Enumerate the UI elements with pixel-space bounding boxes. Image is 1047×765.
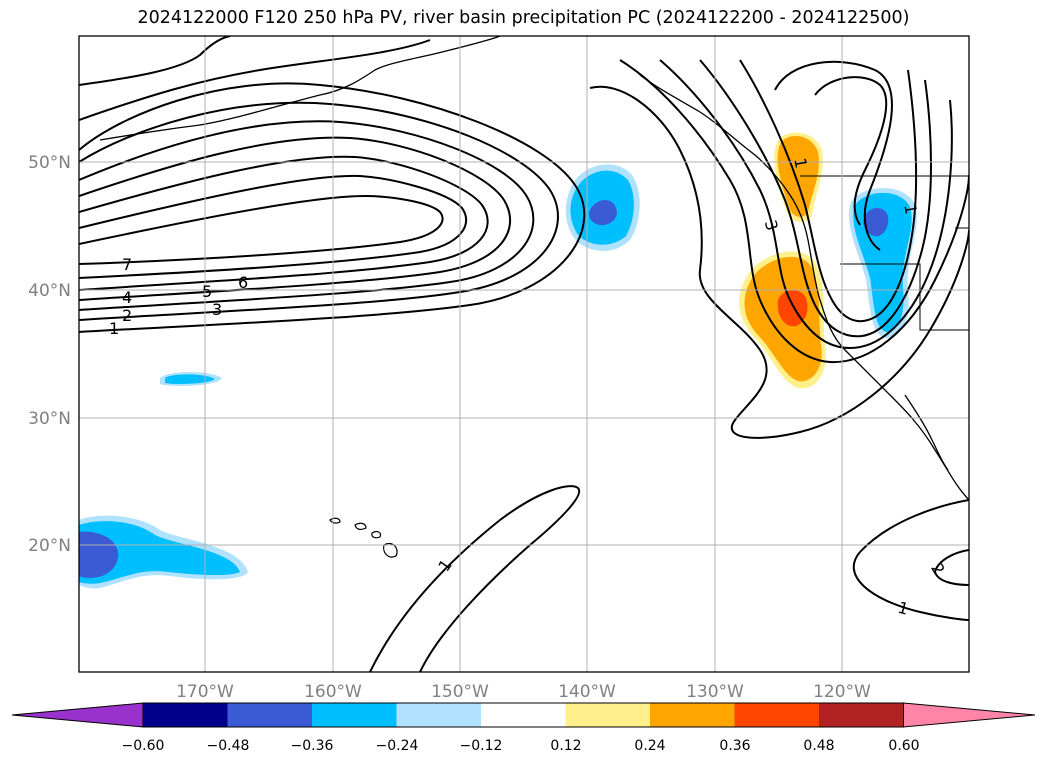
pv-contour-southeast-2: [933, 549, 969, 586]
pv-contour-northwest-2: [79, 36, 231, 86]
coastlines: [99, 36, 969, 501]
colorbar-swatch: [565, 703, 651, 727]
precip-negative-region-175w: [79, 515, 248, 589]
pv-contour-trough-b: [659, 59, 953, 350]
lat-label-30n: 30°N: [28, 409, 71, 429]
latitude-labels: 50°N 40°N 30°N 20°N: [28, 153, 71, 556]
colorbar-tick-label: −0.48: [207, 738, 250, 754]
pv-label-1-ridge-b: 1: [900, 202, 920, 215]
colorbar-swatch: [650, 703, 735, 727]
pv-contour-zonal-1: [79, 82, 586, 333]
colorbar-tick-label: −0.60: [122, 738, 165, 754]
precip-negative-region-140w: [565, 164, 640, 251]
alaska-panhandle-coast: [639, 74, 969, 501]
pv-contour-southeast-1: [852, 499, 969, 621]
colorbar-tick-label: 0.36: [719, 738, 750, 754]
pv-contours: [79, 36, 969, 672]
colorbar-extend-max: [903, 702, 1036, 728]
pv-contour-zonal-3: [79, 120, 535, 311]
longitude-labels: 170°W 160°W 150°W 140°W 130°W 120°W: [176, 682, 871, 702]
pv-label-3-trough: 3: [761, 218, 782, 233]
pv-contour-subtropical-1: [369, 485, 581, 672]
colorbar-extend-min: [11, 702, 144, 728]
lon-label-140w: 140°W: [558, 682, 616, 702]
pv-contour-zonal-5: [79, 155, 489, 291]
pv-contour-zonal-6: [79, 174, 468, 279]
colorbar-outline: [142, 702, 904, 728]
colorbar-tick-label: 0.24: [634, 738, 665, 754]
pv-label-1-ridge-a: 1: [790, 156, 810, 169]
pv-contour-labels: 7 6 5 4 3 2 1 1 1 3 2 1 1: [109, 156, 949, 618]
borders: [800, 175, 969, 331]
colorbar-swatch: [396, 703, 482, 727]
lon-label-150w: 150°W: [431, 682, 489, 702]
pv-label-7: 7: [122, 255, 132, 274]
map-title: 2024122000 F120 250 hPa PV, river basin …: [137, 8, 910, 28]
lon-label-130w: 130°W: [686, 682, 744, 702]
colorbar-tick-label: −0.12: [460, 738, 503, 754]
map-frame: [78, 35, 970, 673]
pv-contour-trough-c: [699, 59, 932, 338]
colorbar-tick-label: 0.48: [803, 738, 834, 754]
lat-label-50n: 50°N: [28, 153, 71, 173]
pv-contour-trough-a: [619, 59, 969, 364]
pv-contour-northwest: [79, 39, 431, 121]
colorbar-swatch: [143, 703, 228, 727]
pv-label-2-southeast: 2: [927, 560, 949, 578]
lat-label-20n: 20°N: [28, 536, 71, 556]
lon-label-160w: 160°W: [304, 682, 362, 702]
lon-label-170w: 170°W: [176, 682, 234, 702]
colorbar-tick-labels: −0.60 −0.48 −0.36 −0.24 −0.12 0.12 0.24 …: [122, 738, 920, 754]
lon-label-120w: 120°W: [813, 682, 871, 702]
colorbar-tick-label: 0.60: [888, 738, 919, 754]
pv-label-2: 2: [122, 306, 132, 325]
hawaiian-islands: [329, 517, 398, 558]
colorbar-tick-label: −0.36: [291, 738, 334, 754]
pv-contour-inner-loop: [814, 76, 888, 226]
pv-label-1-subtropical: 1: [434, 556, 455, 575]
pv-contour-zonal-7: [79, 194, 444, 265]
pv-label-3: 3: [212, 300, 222, 319]
pv-contour-trough-d: [739, 59, 918, 323]
colorbar-swatch: [312, 703, 397, 727]
alaska-coast: [99, 36, 501, 141]
colorbar: [11, 702, 1036, 728]
pv-label-1: 1: [109, 319, 119, 338]
pv-contour-zonal-4: [79, 136, 512, 301]
pv-contour-trough-outer: [589, 85, 969, 439]
pv-label-4: 4: [122, 288, 132, 307]
baja-coast: [904, 394, 949, 471]
lat-label-40n: 40°N: [28, 281, 71, 301]
pv-label-5: 5: [202, 282, 212, 301]
precip-positive-region-124w: [774, 132, 823, 223]
gridlines: [79, 36, 969, 672]
pv-contour-zonal-2: [79, 101, 559, 321]
colorbar-tick-label: 0.12: [550, 738, 581, 754]
state-border-1: [840, 263, 969, 331]
pv-label-1-southeast: 1: [896, 598, 911, 619]
colorbar-swatch: [819, 703, 904, 727]
colorbar-swatch: [734, 703, 820, 727]
precip-negative-region-165w: [160, 372, 222, 386]
colorbar-swatch: [481, 703, 566, 727]
pv-contour-ridge-loop: [774, 60, 893, 251]
colorbar-swatch: [227, 703, 313, 727]
colorbar-tick-label: −0.24: [376, 738, 419, 754]
pv-label-6: 6: [238, 273, 248, 292]
